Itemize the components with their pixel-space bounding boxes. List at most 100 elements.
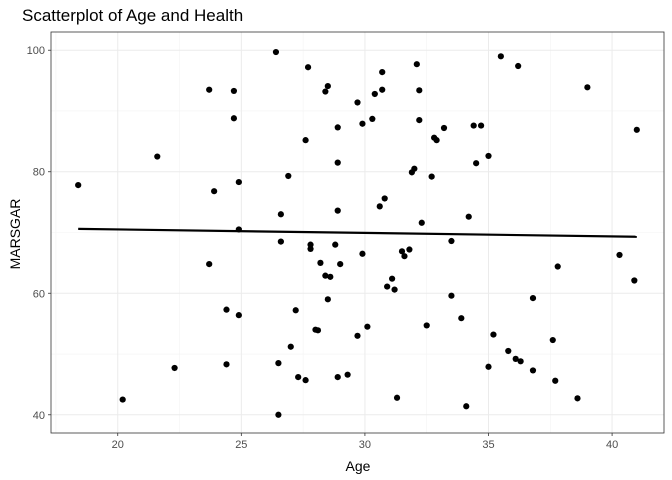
scatter-points: [75, 48, 640, 418]
scatter-point: [324, 82, 331, 90]
scatter-point: [549, 336, 556, 344]
scatter-point: [381, 195, 388, 202]
scatter-point: [529, 295, 537, 302]
scatter-point: [631, 277, 638, 284]
scatter-point: [334, 159, 341, 166]
x-axis-title: Age: [346, 458, 371, 474]
scatter-point: [512, 355, 519, 362]
scatter-point: [371, 90, 378, 98]
scatter-point: [324, 296, 331, 303]
scatter-point: [119, 396, 126, 403]
scatter-point: [230, 87, 238, 95]
scatter-point: [334, 207, 341, 214]
scatter-point: [391, 286, 398, 293]
plot-panel-border: [50, 31, 665, 434]
x-tick-label: 25: [235, 439, 247, 451]
scatter-point: [235, 312, 242, 319]
scatter-point: [275, 360, 282, 367]
scatter-point: [515, 62, 522, 70]
scatter-point: [554, 263, 561, 270]
scatter-point: [423, 322, 430, 329]
scatter-point: [307, 245, 314, 253]
y-tick-label: 40: [33, 410, 45, 422]
scatter-point: [337, 260, 344, 268]
scatter-point: [223, 306, 230, 313]
scatter-point: [235, 226, 242, 233]
x-tick-label: 40: [606, 439, 618, 451]
scatter-point: [332, 241, 339, 248]
scatter-point: [633, 126, 640, 133]
scatter-point: [465, 213, 472, 220]
y-axis-title: MARSGAR: [7, 199, 23, 270]
scatter-point: [327, 273, 334, 280]
scatter-point: [574, 395, 581, 402]
scatter-point: [322, 88, 329, 95]
x-tick-label: 30: [359, 439, 371, 451]
y-tick-label: 60: [33, 288, 45, 300]
scatter-point: [517, 358, 524, 365]
scatter-point: [359, 120, 366, 127]
scatter-point: [497, 53, 504, 60]
scatter-point: [379, 86, 386, 93]
scatter-point: [154, 153, 161, 160]
y-tick-label: 100: [27, 45, 45, 57]
scatter-point: [485, 363, 492, 370]
scatter-point: [206, 260, 213, 268]
y-tick-label: 80: [33, 167, 45, 179]
scatter-point: [359, 250, 366, 257]
scatter-point: [401, 253, 408, 260]
scatter-point: [584, 84, 591, 91]
scatter-point: [295, 374, 302, 381]
x-tick-label: 20: [112, 439, 124, 451]
scatter-point: [171, 364, 178, 372]
scatter-point: [292, 307, 299, 314]
major-grid: [51, 32, 664, 433]
scatter-point: [302, 377, 309, 384]
scatter-point: [223, 361, 230, 368]
scatter-point: [206, 86, 213, 93]
scatter-point: [376, 203, 383, 210]
scatter-point: [398, 248, 406, 255]
scatter-point: [275, 411, 282, 418]
scatter-point: [389, 275, 396, 282]
scatter-point: [413, 61, 420, 68]
scatter-point: [406, 246, 413, 253]
scatter-point: [322, 272, 329, 279]
scatter-point: [304, 64, 312, 71]
scatter-point: [428, 173, 435, 180]
regression-line: [78, 227, 637, 238]
scatter-point: [448, 292, 455, 299]
scatter-point: [490, 331, 497, 338]
x-axis-ticks: 20 25 30 35 40: [112, 433, 618, 451]
y-axis-ticks: 40 60 80 100: [27, 45, 51, 422]
scatter-point: [230, 115, 238, 122]
scatter-point: [416, 87, 423, 94]
scatter-point: [354, 332, 361, 339]
scatter-point: [302, 137, 309, 144]
scatter-point: [334, 124, 341, 131]
scatter-point: [616, 251, 623, 259]
scatter-point: [354, 99, 361, 106]
x-tick-label: 35: [482, 439, 494, 451]
scatter-point: [285, 172, 292, 180]
scatter-point: [317, 259, 324, 266]
scatter-point: [379, 69, 386, 76]
scatter-point: [235, 178, 242, 186]
scatter-point: [448, 237, 455, 245]
scatter-point: [411, 165, 418, 172]
scatter-point: [463, 403, 470, 410]
scatter-point: [287, 343, 294, 350]
regression-line-group: [78, 227, 637, 238]
scatter-point: [433, 137, 440, 144]
scatter-point: [307, 241, 314, 248]
scatter-point: [277, 211, 284, 218]
scatter-point: [277, 238, 284, 245]
scatter-point: [529, 367, 537, 374]
scatter-point: [477, 122, 485, 129]
scatter-point: [473, 160, 480, 167]
scatter-point: [369, 115, 376, 122]
scatter-point: [416, 116, 423, 124]
scatter-point: [470, 122, 477, 129]
scatter-point: [314, 327, 322, 334]
